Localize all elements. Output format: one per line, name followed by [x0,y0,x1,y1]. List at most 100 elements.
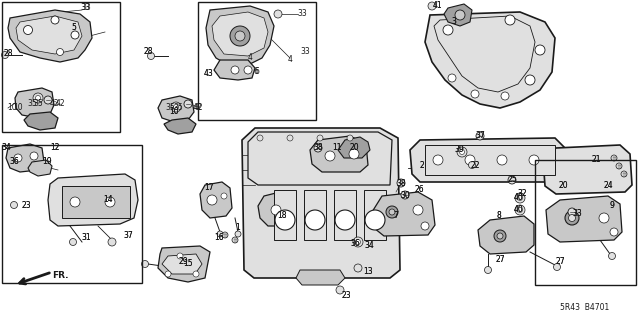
Circle shape [565,211,579,225]
Text: 17: 17 [204,183,214,192]
Polygon shape [444,4,472,26]
Polygon shape [338,137,370,158]
Text: 23: 23 [21,201,31,210]
Circle shape [317,135,323,141]
Circle shape [217,231,223,237]
Text: 42: 42 [193,102,203,112]
Text: 1: 1 [236,224,241,233]
Circle shape [177,253,183,259]
Text: 25: 25 [507,175,517,184]
Text: 40: 40 [513,205,523,214]
Text: 27: 27 [555,257,565,266]
Text: 12: 12 [51,144,60,152]
Circle shape [568,208,576,216]
Text: 15: 15 [183,258,193,268]
Circle shape [460,150,465,154]
Text: 32: 32 [517,189,527,197]
Text: 33: 33 [572,209,582,218]
Text: 13: 13 [363,266,373,276]
Text: 8: 8 [497,211,501,219]
Circle shape [397,179,405,187]
Polygon shape [24,112,58,130]
Text: 36: 36 [9,158,19,167]
Text: 24: 24 [603,181,613,189]
Circle shape [105,197,115,207]
Text: 38: 38 [313,144,323,152]
Circle shape [71,31,79,39]
Circle shape [468,161,476,168]
Text: 33: 33 [572,209,582,218]
Circle shape [33,93,43,103]
Circle shape [207,195,217,205]
Bar [274,190,296,240]
Circle shape [621,171,627,177]
Circle shape [355,240,360,244]
Text: 4: 4 [248,54,252,63]
Circle shape [501,92,509,100]
Text: 14: 14 [103,196,113,204]
Polygon shape [478,216,534,254]
Circle shape [305,210,325,230]
Circle shape [505,15,515,25]
Circle shape [515,193,525,203]
Polygon shape [15,88,54,118]
Circle shape [497,233,503,239]
Text: 40: 40 [513,205,523,214]
Circle shape [518,196,522,201]
Circle shape [275,210,295,230]
Circle shape [386,206,398,218]
Text: 5R43  B4701: 5R43 B4701 [560,303,609,313]
Circle shape [232,237,238,243]
Text: 43: 43 [203,69,213,78]
Text: 12: 12 [51,144,60,152]
Text: 34: 34 [364,241,374,249]
Text: 34: 34 [1,144,11,152]
Text: 28: 28 [3,48,13,57]
Text: 5: 5 [72,24,76,33]
Circle shape [508,176,516,184]
Text: 27: 27 [495,256,505,264]
Circle shape [287,135,293,141]
Polygon shape [242,128,400,278]
Text: 3: 3 [452,18,456,26]
Text: 6: 6 [255,68,259,77]
Polygon shape [425,12,555,108]
Text: 16: 16 [214,234,224,242]
Polygon shape [206,6,274,65]
Text: 17: 17 [204,183,214,192]
Circle shape [428,2,436,10]
Text: 34: 34 [1,144,11,152]
Circle shape [173,105,179,109]
Text: 7: 7 [394,211,399,220]
Circle shape [347,135,353,141]
Text: 23: 23 [341,291,351,300]
Text: 20: 20 [349,144,359,152]
Circle shape [35,95,40,100]
Text: 18: 18 [277,211,287,219]
Text: 5: 5 [72,24,76,33]
Circle shape [484,266,492,273]
Circle shape [235,31,245,41]
Circle shape [465,155,475,165]
Circle shape [335,210,355,230]
Text: 41: 41 [432,2,442,11]
Polygon shape [296,270,345,285]
Polygon shape [410,138,565,182]
Text: 31: 31 [81,234,91,242]
Text: 37: 37 [123,231,133,240]
Text: 3: 3 [452,18,456,26]
Circle shape [421,222,429,230]
Circle shape [44,96,52,104]
Text: 33: 33 [300,47,310,56]
Circle shape [401,191,409,199]
Text: 36: 36 [350,240,360,249]
Text: 9: 9 [609,201,614,210]
Text: 37: 37 [123,231,133,240]
Polygon shape [200,182,232,218]
Text: 37: 37 [475,130,485,139]
Circle shape [616,163,622,169]
Polygon shape [16,16,82,54]
Text: 9: 9 [609,201,614,210]
Text: 33: 33 [80,4,90,12]
Circle shape [609,253,616,259]
